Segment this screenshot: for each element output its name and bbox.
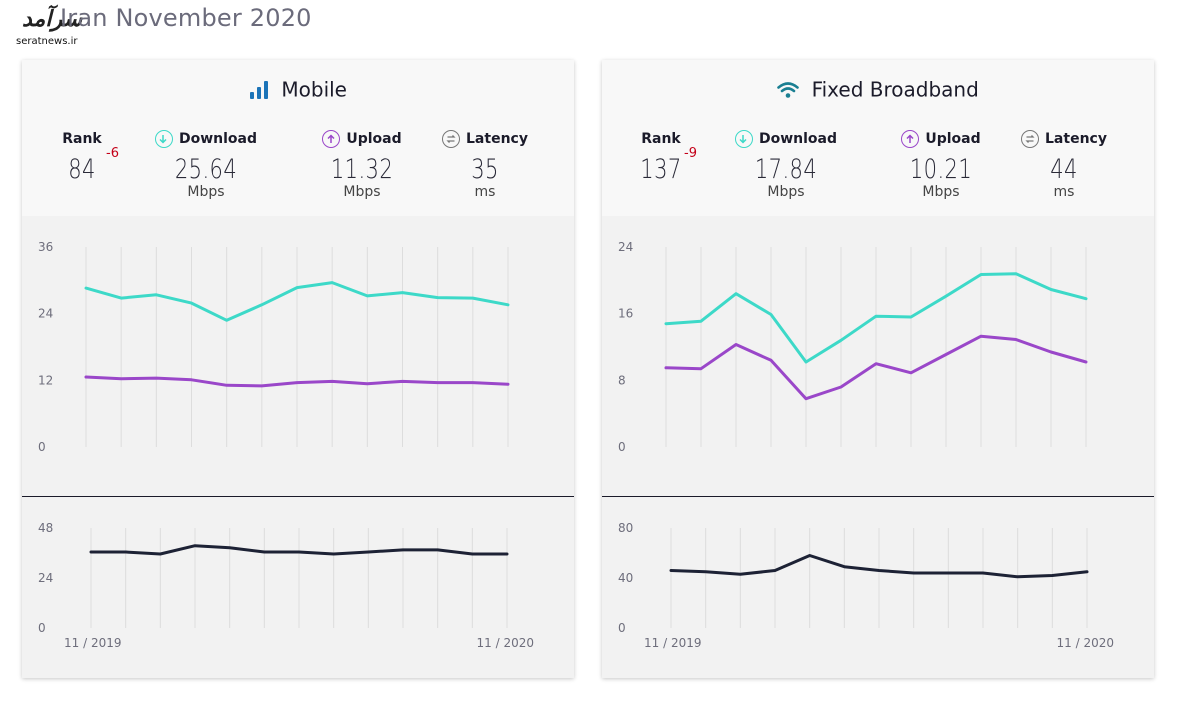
latency-metric: Latency 44 ms: [999, 128, 1129, 200]
download-metric: Download 25.64 Mbps: [141, 128, 271, 200]
download-metric: Download 17.84 Mbps: [721, 128, 851, 200]
signal-bars-icon: [250, 80, 269, 99]
fixed-x-label-start: 11 / 2019: [644, 636, 701, 650]
fixed-card-title: Fixed Broadband: [602, 76, 1154, 102]
latency-label-row: Latency: [999, 128, 1129, 150]
rank-metric: Rank 84: [17, 128, 147, 186]
mobile-latency-y-tick-label: 48: [38, 521, 53, 535]
rank-label: Rank: [641, 131, 681, 147]
upload-value: 10.21: [909, 154, 973, 185]
latency-unit: ms: [1053, 184, 1075, 200]
download-unit: Mbps: [187, 184, 225, 200]
latency-label: Latency: [466, 131, 528, 147]
wifi-icon: [777, 81, 800, 98]
rank-value: 137: [640, 154, 682, 185]
mobile-speed-y-tick-label: 24: [38, 307, 53, 321]
upload-label: Upload: [346, 131, 402, 147]
fixed-speed-y-tick-label: 8: [618, 373, 626, 387]
upload-unit: Mbps: [343, 184, 381, 200]
upload-metric: Upload 10.21 Mbps: [876, 128, 1006, 200]
fixed-speed-y-tick-label: 24: [618, 240, 633, 254]
mobile-latency-line: [89, 544, 509, 556]
latency-label-row: Latency: [420, 128, 550, 150]
rank-change: -6: [106, 146, 119, 161]
mobile-latency-y-tick-label: 24: [38, 571, 53, 585]
mobile-speed-chart: 0 12 24 36: [38, 240, 510, 454]
rank-change: -9: [684, 146, 697, 161]
mobile-chart-divider: [22, 496, 574, 497]
fixed-download-line: [664, 272, 1088, 364]
latency-value: 44: [1050, 154, 1078, 185]
download-label: Download: [758, 131, 838, 147]
watermark: سرآمد seratnews.ir: [14, 6, 100, 52]
download-icon: [154, 130, 173, 148]
mobile-speed-y-tick-label: 36: [38, 240, 53, 254]
fixed-latency-y-tick-label: 80: [618, 521, 633, 535]
latency-value: 35: [471, 154, 499, 185]
latency-unit: ms: [474, 184, 496, 200]
rank-metric: Rank 137: [596, 128, 726, 186]
fixed-latency-y-tick-label: 0: [618, 621, 626, 635]
mobile-card: Mobile Rank 84 -6 Download 25.64 Mbps Up…: [22, 60, 574, 678]
mobile-card-title: Mobile: [22, 76, 574, 102]
fixed-x-label-end: 11 / 2020: [1057, 636, 1114, 650]
latency-icon: [442, 130, 461, 148]
mobile-upload-line: [84, 375, 510, 388]
download-label: Download: [178, 131, 258, 147]
upload-label: Upload: [925, 131, 981, 147]
download-label-row: Download: [721, 128, 851, 150]
upload-label-row: Upload: [297, 128, 427, 150]
fixed-card-header: Fixed Broadband Rank 137 -9 Download 17.…: [602, 60, 1154, 216]
download-icon: [734, 130, 753, 148]
upload-icon: [901, 130, 920, 148]
rank-label: Rank: [62, 131, 102, 147]
download-value: 25.64: [174, 154, 238, 185]
download-value: 17.84: [754, 154, 818, 185]
download-unit: Mbps: [767, 184, 805, 200]
fixed-latency-y-tick-label: 40: [618, 571, 633, 585]
page-title: Iran November 2020: [60, 4, 312, 32]
watermark-logo: سرآمد: [22, 6, 83, 32]
mobile-speed-y-tick-label: 0: [38, 440, 46, 454]
rank-value: 84: [68, 154, 96, 185]
fixed-chart-divider: [602, 496, 1154, 497]
mobile-latency-y-tick-label: 0: [38, 621, 46, 635]
latency-icon: [1021, 130, 1040, 148]
fixed-speed-y-tick-label: 16: [618, 307, 633, 321]
fixed-latency-chart: 0 40 80 11 / 2019 11 / 2020: [618, 521, 1114, 650]
latency-label: Latency: [1045, 131, 1107, 147]
mobile-speed-y-tick-label: 12: [38, 373, 53, 387]
upload-value: 11.32: [330, 154, 394, 185]
latency-metric: Latency 35 ms: [420, 128, 550, 200]
upload-icon: [322, 130, 341, 148]
download-label-row: Download: [141, 128, 271, 150]
mobile-x-label-start: 11 / 2019: [64, 636, 121, 650]
upload-label-row: Upload: [876, 128, 1006, 150]
fixed-latency-line: [669, 554, 1089, 579]
mobile-card-header: Mobile Rank 84 -6 Download 25.64 Mbps Up…: [22, 60, 574, 216]
mobile-latency-chart: 0 24 48 11 / 2019 11 / 2020: [38, 521, 534, 650]
fixed-broadband-card: Fixed Broadband Rank 137 -9 Download 17.…: [602, 60, 1154, 678]
mobile-title-text: Mobile: [281, 77, 347, 102]
mobile-download-line: [84, 281, 510, 322]
upload-metric: Upload 11.32 Mbps: [297, 128, 427, 200]
fixed-speed-chart: 0 8 16 24: [618, 240, 1088, 454]
fixed-upload-line: [664, 334, 1088, 401]
fixed-speed-y-tick-label: 0: [618, 440, 626, 454]
mobile-x-label-end: 11 / 2020: [477, 636, 534, 650]
upload-unit: Mbps: [922, 184, 960, 200]
watermark-site: seratnews.ir: [16, 36, 78, 47]
fixed-title-text: Fixed Broadband: [811, 77, 979, 102]
